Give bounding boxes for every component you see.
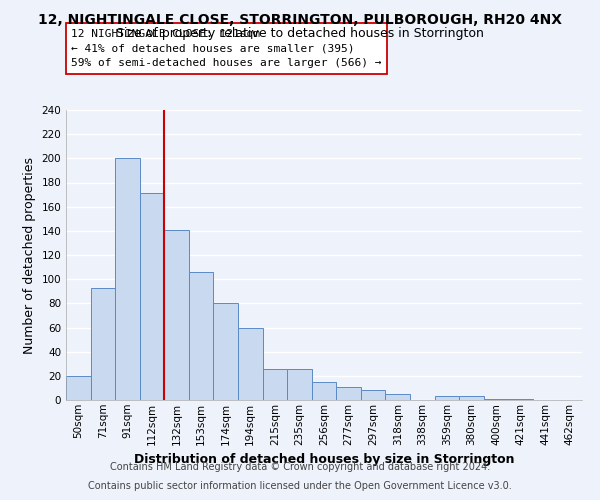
Bar	[115, 158, 140, 400]
Bar	[434, 396, 459, 400]
Y-axis label: Number of detached properties: Number of detached properties	[23, 156, 36, 354]
Bar	[238, 328, 263, 400]
Bar	[140, 194, 164, 400]
Bar	[361, 390, 385, 400]
Bar	[214, 304, 238, 400]
Text: Contains public sector information licensed under the Open Government Licence v3: Contains public sector information licen…	[88, 481, 512, 491]
X-axis label: Distribution of detached houses by size in Storrington: Distribution of detached houses by size …	[134, 453, 514, 466]
Bar	[459, 396, 484, 400]
Bar	[66, 376, 91, 400]
Bar	[189, 272, 214, 400]
Bar	[287, 368, 312, 400]
Bar	[508, 399, 533, 400]
Bar	[336, 386, 361, 400]
Bar	[263, 368, 287, 400]
Bar	[164, 230, 189, 400]
Bar	[484, 399, 508, 400]
Text: 12 NIGHTINGALE CLOSE: 121sqm
← 41% of detached houses are smaller (395)
59% of s: 12 NIGHTINGALE CLOSE: 121sqm ← 41% of de…	[71, 29, 382, 68]
Bar	[385, 394, 410, 400]
Text: Contains HM Land Registry data © Crown copyright and database right 2024.: Contains HM Land Registry data © Crown c…	[110, 462, 490, 472]
Text: 12, NIGHTINGALE CLOSE, STORRINGTON, PULBOROUGH, RH20 4NX: 12, NIGHTINGALE CLOSE, STORRINGTON, PULB…	[38, 12, 562, 26]
Bar	[91, 288, 115, 400]
Bar	[312, 382, 336, 400]
Text: Size of property relative to detached houses in Storrington: Size of property relative to detached ho…	[116, 28, 484, 40]
